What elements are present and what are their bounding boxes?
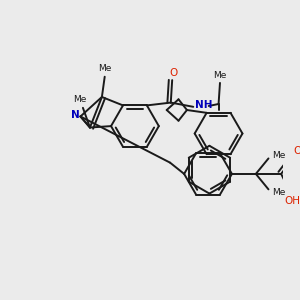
Text: N: N — [71, 110, 80, 120]
Text: Me: Me — [74, 95, 87, 104]
Text: Me: Me — [213, 70, 227, 80]
Text: O: O — [169, 68, 178, 78]
Text: OH: OH — [284, 196, 300, 206]
Text: NH: NH — [195, 100, 213, 110]
Text: Me: Me — [272, 151, 285, 160]
Text: O: O — [294, 146, 300, 156]
Text: Me: Me — [98, 64, 111, 74]
Text: Me: Me — [272, 188, 285, 197]
